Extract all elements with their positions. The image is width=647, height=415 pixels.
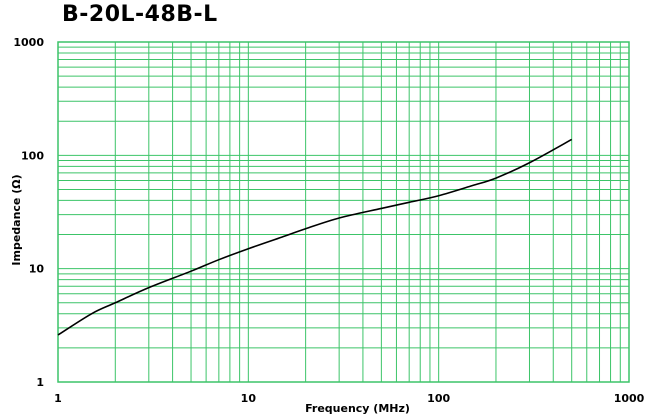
chart-title: B-20L-48B-L xyxy=(62,2,218,27)
y-axis-label: Impedance (Ω) xyxy=(10,174,23,265)
x-tick-label: 100 xyxy=(427,392,450,405)
x-tick-label: 1 xyxy=(54,392,62,405)
y-tick-label: 1 xyxy=(36,376,44,389)
x-tick-label: 10 xyxy=(241,392,257,405)
impedance-series-line xyxy=(57,138,573,336)
y-tick-label: 100 xyxy=(21,149,44,162)
y-tick-label: 1000 xyxy=(13,36,44,49)
x-tick-label: 1000 xyxy=(614,392,645,405)
plot-frame xyxy=(57,41,630,383)
x-axis-label: Frequency (MHz) xyxy=(305,402,410,415)
y-tick-label: 10 xyxy=(29,263,45,276)
